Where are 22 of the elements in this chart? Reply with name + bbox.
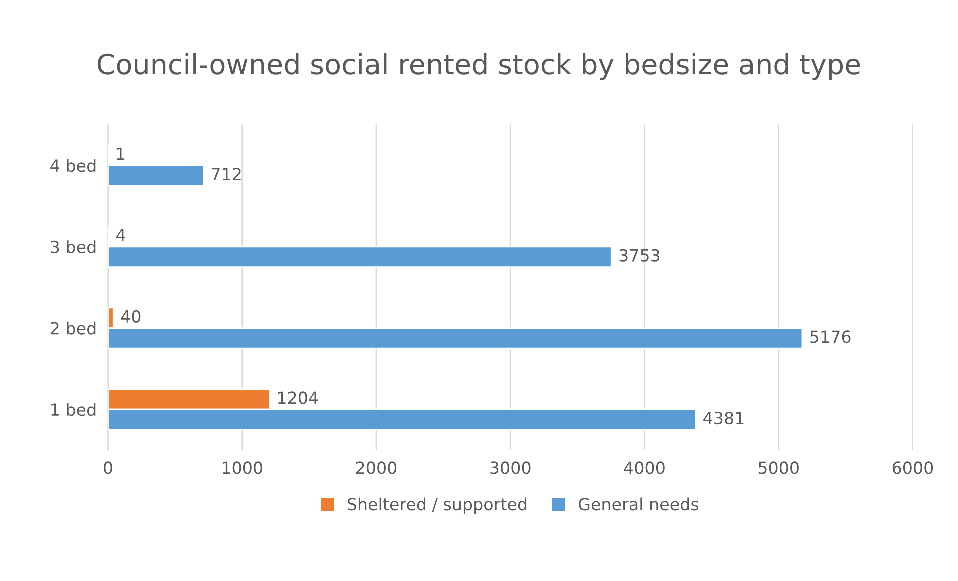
data-label: 40 (121, 310, 141, 323)
x-tick-label: 6000 (892, 462, 934, 474)
legend-label: General needs (578, 498, 699, 511)
y-tick-label: 3 bed (51, 240, 96, 254)
data-label: 712 (212, 168, 241, 180)
x-tick-label: 1000 (222, 462, 262, 474)
x-tick-label: 5000 (758, 462, 799, 474)
y-tick-label: 1 bed (52, 403, 96, 416)
chart-title: Council-owned social rented stock by bedsize and type (98, 53, 860, 80)
y-tick-label: 2 bed (51, 322, 96, 335)
legend-label: Sheltered / supported (348, 498, 527, 514)
data-label: 1204 (278, 392, 318, 404)
data-label: 5176 (810, 330, 851, 344)
y-tick-label: 4 bed (50, 159, 96, 172)
data-label: 4 (116, 229, 126, 242)
data-label: 4381 (704, 412, 744, 425)
x-tick-label: 3000 (490, 462, 531, 474)
data-label: 1 (117, 148, 124, 160)
x-tick-label: 0 (104, 462, 112, 474)
x-tick-label: 4000 (624, 462, 665, 474)
x-tick-label: 2000 (356, 462, 397, 474)
data-label: 3753 (620, 249, 660, 262)
